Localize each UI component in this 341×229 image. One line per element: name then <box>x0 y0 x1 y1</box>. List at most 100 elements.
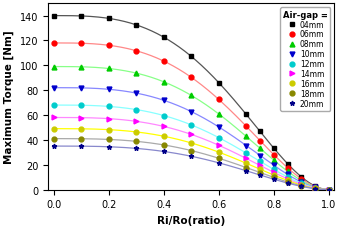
18mm <box>258 171 262 174</box>
06mm <box>285 167 290 169</box>
14mm <box>189 134 193 136</box>
06mm <box>52 42 56 45</box>
12mm <box>313 187 317 189</box>
04mm <box>189 56 193 58</box>
14mm <box>285 178 290 180</box>
20mm <box>299 185 303 188</box>
04mm <box>134 24 138 27</box>
10mm <box>285 173 290 176</box>
20mm <box>107 146 111 148</box>
08mm <box>285 170 290 173</box>
12mm <box>299 182 303 185</box>
04mm <box>107 18 111 21</box>
Line: 20mm: 20mm <box>51 144 331 192</box>
10mm <box>299 181 303 184</box>
06mm <box>217 99 221 101</box>
18mm <box>285 181 290 184</box>
12mm <box>285 176 290 179</box>
16mm <box>217 151 221 154</box>
18mm <box>52 138 56 140</box>
Line: 18mm: 18mm <box>51 136 331 192</box>
Line: 08mm: 08mm <box>51 65 331 192</box>
18mm <box>272 176 276 179</box>
12mm <box>189 124 193 127</box>
08mm <box>272 159 276 162</box>
14mm <box>272 171 276 174</box>
10mm <box>134 92 138 95</box>
08mm <box>134 72 138 75</box>
20mm <box>327 188 331 191</box>
16mm <box>272 174 276 177</box>
08mm <box>327 188 331 191</box>
14mm <box>162 125 166 128</box>
14mm <box>217 144 221 147</box>
20mm <box>79 145 83 148</box>
10mm <box>107 89 111 91</box>
14mm <box>52 117 56 119</box>
10mm <box>313 186 317 189</box>
20mm <box>189 155 193 158</box>
20mm <box>244 170 248 172</box>
04mm <box>244 114 248 116</box>
06mm <box>327 188 331 191</box>
06mm <box>313 185 317 188</box>
10mm <box>79 87 83 90</box>
18mm <box>79 138 83 140</box>
Line: 16mm: 16mm <box>51 127 331 192</box>
Line: 04mm: 04mm <box>51 14 331 192</box>
08mm <box>244 136 248 138</box>
Line: 06mm: 06mm <box>51 41 331 192</box>
12mm <box>244 152 248 155</box>
20mm <box>285 182 290 185</box>
12mm <box>272 168 276 171</box>
20mm <box>217 162 221 164</box>
10mm <box>327 188 331 191</box>
16mm <box>244 162 248 165</box>
12mm <box>258 160 262 163</box>
10mm <box>162 99 166 102</box>
06mm <box>258 139 262 142</box>
08mm <box>258 147 262 150</box>
06mm <box>162 60 166 63</box>
10mm <box>217 126 221 129</box>
12mm <box>52 104 56 107</box>
06mm <box>189 76 193 79</box>
20mm <box>134 147 138 150</box>
10mm <box>189 111 193 113</box>
10mm <box>244 144 248 147</box>
14mm <box>258 164 262 167</box>
04mm <box>79 16 83 18</box>
04mm <box>162 37 166 39</box>
18mm <box>189 150 193 152</box>
18mm <box>107 139 111 141</box>
14mm <box>327 188 331 191</box>
12mm <box>134 109 138 112</box>
20mm <box>162 150 166 153</box>
08mm <box>52 66 56 69</box>
12mm <box>217 137 221 139</box>
04mm <box>217 82 221 85</box>
06mm <box>272 154 276 156</box>
14mm <box>244 157 248 160</box>
18mm <box>299 185 303 187</box>
08mm <box>162 81 166 84</box>
12mm <box>162 115 166 117</box>
12mm <box>79 104 83 107</box>
18mm <box>327 188 331 191</box>
16mm <box>162 135 166 138</box>
Legend: 04mm, 06mm, 08mm, 10mm, 12mm, 14mm, 16mm, 18mm, 20mm: 04mm, 06mm, 08mm, 10mm, 12mm, 14mm, 16mm… <box>280 8 330 111</box>
04mm <box>258 131 262 133</box>
18mm <box>162 144 166 147</box>
12mm <box>107 106 111 108</box>
10mm <box>272 164 276 167</box>
18mm <box>134 140 138 143</box>
08mm <box>189 95 193 97</box>
Line: 12mm: 12mm <box>51 103 331 192</box>
16mm <box>107 129 111 131</box>
04mm <box>285 163 290 165</box>
10mm <box>52 87 56 90</box>
08mm <box>299 179 303 182</box>
04mm <box>313 185 317 188</box>
18mm <box>217 157 221 160</box>
20mm <box>313 188 317 190</box>
